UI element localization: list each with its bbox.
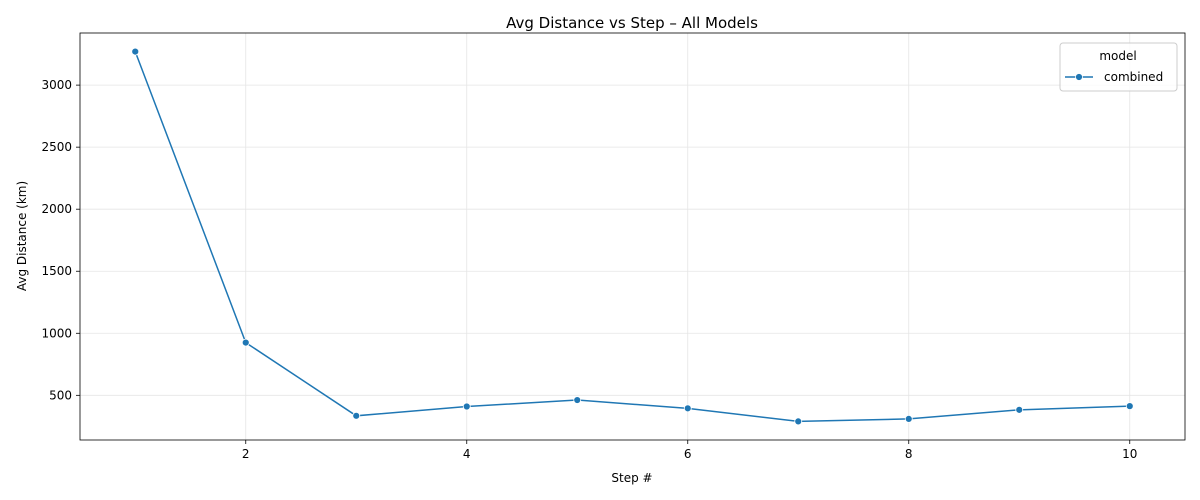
y-tick-label: 3000 (41, 78, 72, 92)
data-point (131, 47, 140, 56)
y-tick-label: 1500 (41, 264, 72, 278)
data-point (1125, 402, 1134, 411)
series-layer (131, 47, 1134, 426)
legend-marker-swatch (1075, 73, 1083, 81)
data-point (241, 338, 250, 347)
x-tick-label: 4 (463, 447, 471, 461)
data-point (904, 415, 913, 423)
y-tick-label: 500 (49, 388, 72, 402)
x-axis-label: Step # (611, 471, 652, 485)
x-tick-label: 10 (1122, 447, 1137, 461)
x-tick-label: 8 (905, 447, 913, 461)
legend-entry-combined: combined (1104, 70, 1163, 84)
data-point (352, 411, 361, 420)
data-point (573, 396, 582, 404)
y-tick-label: 2500 (41, 140, 72, 154)
data-point (683, 404, 692, 413)
y-tick-label: 2000 (41, 202, 72, 216)
legend-title: model (1099, 49, 1136, 63)
y-axis-label: Avg Distance (km) (15, 181, 29, 291)
y-axis: 500 1000 1500 2000 2500 3000 (41, 78, 80, 402)
x-axis: 2 4 6 8 10 (242, 440, 1137, 461)
data-point (462, 402, 471, 411)
data-point (1015, 405, 1024, 414)
grid (80, 33, 1185, 440)
legend-frame (1059, 42, 1178, 92)
x-tick-label: 2 (242, 447, 250, 461)
plot-area (79, 32, 1186, 441)
y-tick-label: 1000 (41, 326, 72, 340)
x-tick-label: 6 (684, 447, 692, 461)
series-line-combined (134, 51, 1130, 423)
chart-title: Avg Distance vs Step – All Models (506, 14, 758, 32)
data-point (794, 417, 803, 426)
legend: model combined (1059, 42, 1178, 92)
